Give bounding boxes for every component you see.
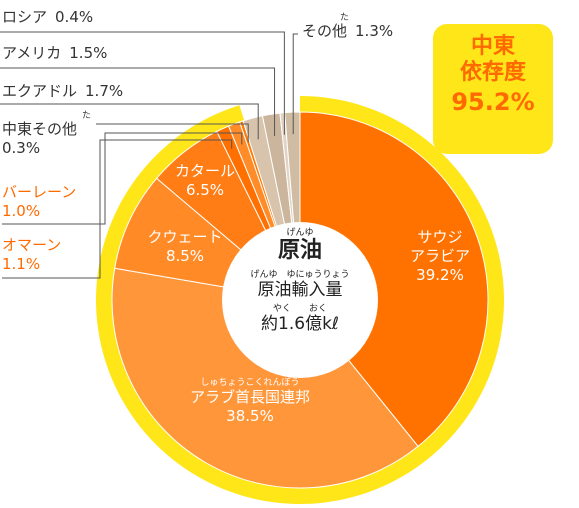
slice-label: オマーン 1.1% bbox=[2, 236, 102, 274]
center-title: 原油 bbox=[277, 238, 322, 263]
slice-label: バーレーン 1.0% bbox=[2, 183, 102, 221]
label-name: ロシア bbox=[2, 8, 48, 26]
share-ruby: い ぞん ど bbox=[469, 63, 517, 74]
label-value: 1.0% bbox=[2, 202, 41, 220]
label-name: アラブ首長国連邦 bbox=[189, 388, 310, 406]
label-value: 0.3% bbox=[2, 139, 41, 157]
label-value: 39.2% bbox=[416, 266, 464, 284]
slice-label: しゅちょうこくれんぽう アラブ首長国連邦 38.5% bbox=[165, 378, 335, 426]
center-hole bbox=[222, 222, 378, 378]
label-name: その他 bbox=[302, 22, 348, 40]
label-value: 0.4% bbox=[55, 8, 94, 26]
share-label: 中東 依存度 bbox=[459, 34, 526, 85]
slice-label: エクアドル 1.7% bbox=[2, 82, 182, 101]
center-text: げんゆ 原油 げんゆ ゆにゅうりょう 原油輸入量 やく おく 約1.6億kℓ bbox=[240, 228, 360, 334]
leader-line bbox=[96, 123, 249, 143]
label-value: 38.5% bbox=[226, 407, 274, 425]
slice-label: ロシア 0.4% bbox=[2, 8, 182, 27]
label-name: エクアドル bbox=[2, 82, 78, 100]
leader-line bbox=[0, 67, 276, 136]
label-name: バーレーン bbox=[2, 183, 77, 201]
label-ruby: た bbox=[82, 111, 92, 121]
label-name: アメリカ bbox=[2, 44, 62, 62]
label-value: 1.3% bbox=[355, 22, 394, 40]
label-value: 6.5% bbox=[185, 181, 225, 199]
label-name: サウジ アラビア bbox=[409, 228, 470, 265]
slice-label: た中東その他 0.3% bbox=[2, 111, 102, 158]
label-ruby: しゅちょうこくれんぽう bbox=[200, 378, 300, 388]
label-value: 1.1% bbox=[2, 255, 41, 273]
leader-line bbox=[0, 103, 259, 140]
slice-label: カタール 6.5% bbox=[165, 162, 245, 200]
center-ruby: げんゆ bbox=[286, 228, 314, 238]
share-box: 中東 依存度 い ぞん ど 95.2% bbox=[433, 24, 553, 154]
center-ruby: げんゆ ゆにゅうりょう bbox=[250, 270, 350, 280]
label-value: 1.5% bbox=[69, 44, 108, 62]
slice-label: クウェート 8.5% bbox=[140, 228, 230, 266]
label-value: 1.7% bbox=[85, 82, 124, 100]
share-value: 95.2% bbox=[451, 88, 535, 116]
label-name: カタール bbox=[174, 162, 235, 180]
label-name: 中東その他 bbox=[2, 120, 78, 138]
label-value: 8.5% bbox=[165, 247, 205, 265]
label-name: オマーン bbox=[2, 236, 62, 254]
leader-line bbox=[292, 33, 298, 135]
slice-label: アメリカ 1.5% bbox=[2, 44, 182, 63]
slice-label: サウジ アラビア 39.2% bbox=[395, 228, 485, 285]
leader-line bbox=[2, 132, 243, 225]
slice bbox=[111, 267, 419, 489]
label-ruby: た bbox=[340, 13, 350, 23]
leader-line bbox=[0, 31, 285, 135]
center-ruby: やく おく bbox=[272, 304, 327, 314]
slice bbox=[299, 111, 489, 448]
label-name: クウェート bbox=[147, 228, 223, 246]
slice-label: たその他 1.3% bbox=[302, 13, 432, 41]
leader-line bbox=[2, 139, 233, 279]
center-line: 原油輸入量 bbox=[257, 280, 343, 300]
center-line: 約1.6億kℓ bbox=[261, 314, 339, 334]
